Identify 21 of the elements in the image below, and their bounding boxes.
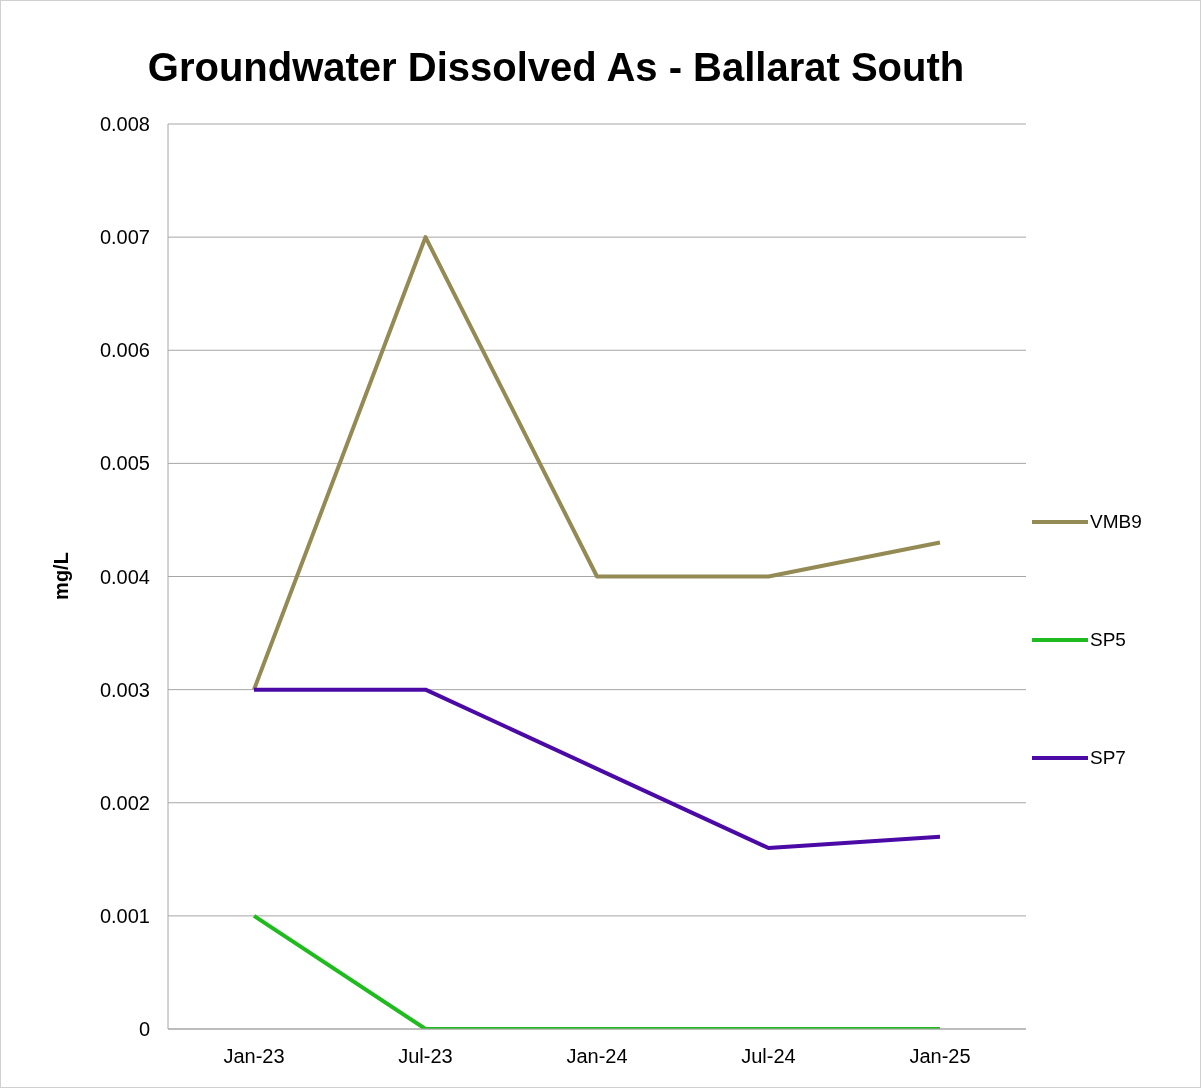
y-tick-label: 0.008 — [99, 113, 150, 136]
y-tick-label: 0.006 — [99, 339, 150, 362]
x-tick-label: Jan-23 — [223, 1045, 285, 1068]
x-tick-label: Jul-24 — [741, 1045, 796, 1068]
x-tick-label: Jan-25 — [909, 1045, 971, 1068]
legend-label: SP5 — [1090, 629, 1126, 651]
y-tick-label: 0.001 — [99, 904, 150, 927]
x-tick-label: Jan-24 — [566, 1045, 628, 1068]
y-tick-label: 0.003 — [99, 678, 150, 701]
legend-label: VMB9 — [1090, 511, 1142, 533]
y-tick-label: 0 — [138, 1018, 150, 1041]
y-axis-title: mg/L — [49, 552, 73, 600]
chart-title: Groundwater Dissolved As - Ballarat South — [146, 45, 966, 90]
line-series — [252, 687, 942, 850]
y-tick-label: 0.007 — [99, 226, 150, 249]
legend-label: SP7 — [1090, 747, 1126, 769]
y-tick-label: 0.004 — [99, 565, 150, 588]
y-tick-label: 0.002 — [99, 791, 150, 814]
x-tick-label: Jul-23 — [398, 1045, 453, 1068]
y-tick-label: 0.005 — [99, 452, 150, 475]
line-series — [252, 235, 942, 692]
